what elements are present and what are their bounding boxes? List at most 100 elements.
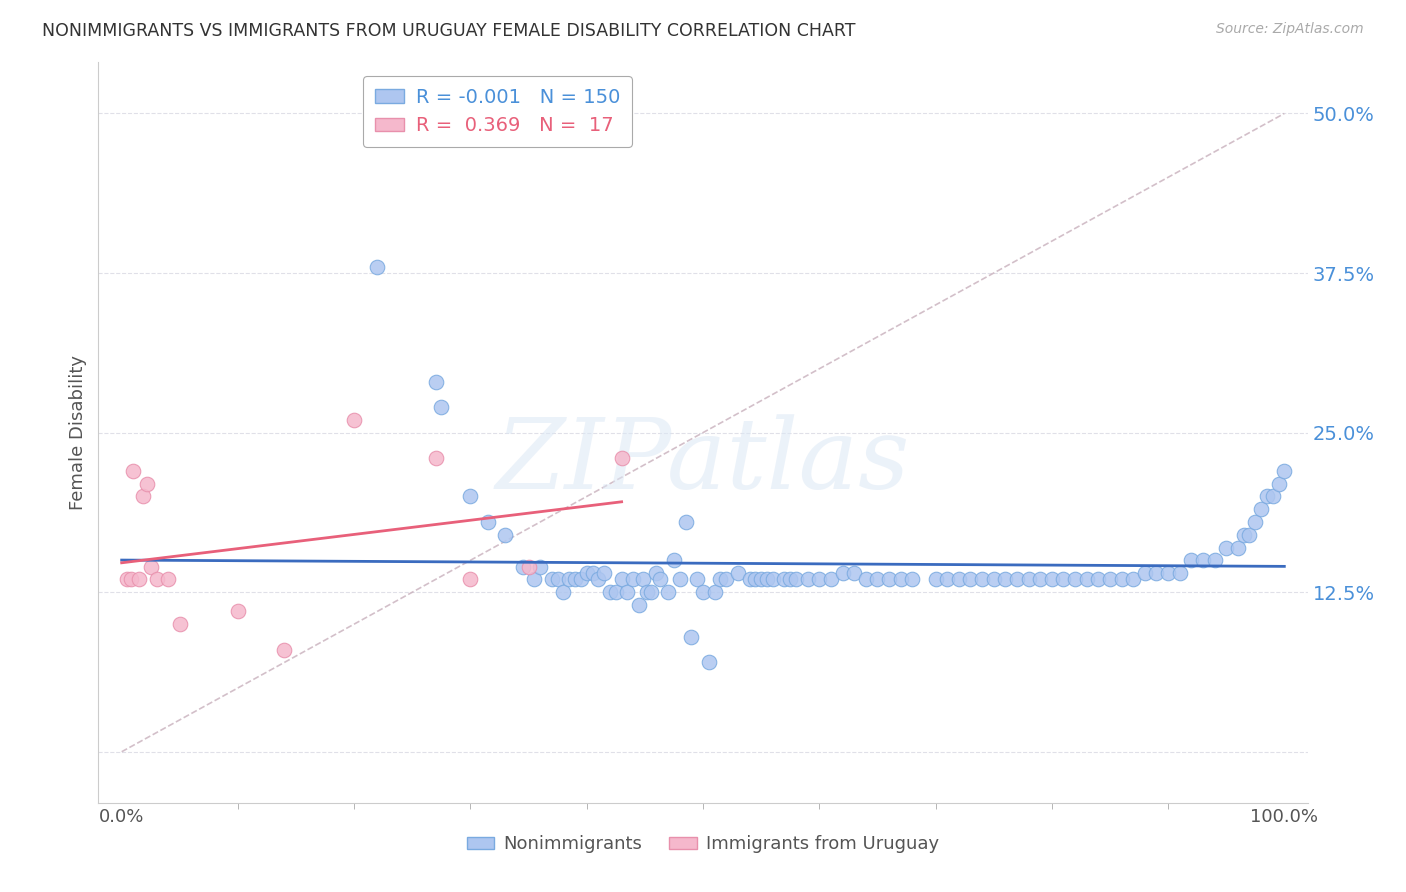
Point [273, 642, 295, 657]
Point [681, 630, 703, 644]
Text: Source: ZipAtlas.com: Source: ZipAtlas.com [1216, 22, 1364, 37]
Point [599, 585, 621, 599]
Point [1122, 573, 1144, 587]
Point [901, 573, 924, 587]
Point [749, 573, 772, 587]
Point [657, 585, 679, 599]
Point [117, 573, 139, 587]
Point [169, 617, 191, 632]
Point [662, 553, 685, 567]
Point [1040, 573, 1063, 587]
Point [709, 573, 731, 587]
Point [959, 573, 981, 587]
Point [831, 566, 853, 580]
Point [668, 573, 690, 587]
Point [994, 573, 1017, 587]
Point [1256, 490, 1278, 504]
Point [855, 573, 877, 587]
Point [808, 573, 831, 587]
Point [1168, 566, 1191, 580]
Point [1144, 566, 1167, 580]
Point [540, 573, 562, 587]
Point [430, 400, 453, 414]
Point [648, 573, 671, 587]
Point [716, 573, 738, 587]
Point [547, 573, 569, 587]
Point [593, 566, 616, 580]
Point [924, 573, 946, 587]
Point [628, 598, 651, 612]
Point [1087, 573, 1109, 587]
Point [1076, 573, 1098, 587]
Point [727, 566, 749, 580]
Point [343, 413, 366, 427]
Point [1029, 573, 1052, 587]
Point [575, 566, 598, 580]
Point [970, 573, 993, 587]
Point [120, 573, 142, 587]
Point [553, 585, 575, 599]
Point [692, 585, 714, 599]
Point [1098, 573, 1121, 587]
Point [948, 573, 970, 587]
Point [877, 573, 900, 587]
Point [762, 573, 785, 587]
Point [675, 515, 697, 529]
Point [131, 490, 153, 504]
Point [645, 566, 668, 580]
Point [779, 573, 801, 587]
Point [1267, 476, 1289, 491]
Point [844, 566, 866, 580]
Legend: Nonimmigrants, Immigrants from Uruguay: Nonimmigrants, Immigrants from Uruguay [460, 828, 946, 861]
Point [157, 573, 180, 587]
Point [1157, 566, 1180, 580]
Point [1239, 527, 1261, 541]
Point [588, 573, 610, 587]
Point [697, 656, 720, 670]
Point [581, 566, 603, 580]
Point [477, 515, 499, 529]
Point [558, 573, 581, 587]
Point [640, 585, 662, 599]
Point [636, 585, 658, 599]
Point [1180, 553, 1202, 567]
Point [1272, 464, 1295, 478]
Point [785, 573, 807, 587]
Point [1064, 573, 1087, 587]
Point [1215, 541, 1237, 555]
Point [796, 573, 818, 587]
Text: ZIPatlas: ZIPatlas [496, 415, 910, 510]
Point [983, 573, 1005, 587]
Point [460, 490, 482, 504]
Point [936, 573, 959, 587]
Text: NONIMMIGRANTS VS IMMIGRANTS FROM URUGUAY FEMALE DISABILITY CORRELATION CHART: NONIMMIGRANTS VS IMMIGRANTS FROM URUGUAY… [42, 22, 856, 40]
Point [744, 573, 766, 587]
Point [773, 573, 796, 587]
Point [1018, 573, 1040, 587]
Point [523, 573, 546, 587]
Point [122, 464, 145, 478]
Point [820, 573, 842, 587]
Point [460, 573, 482, 587]
Point [616, 585, 638, 599]
Point [610, 573, 633, 587]
Point [366, 260, 388, 274]
Point [1111, 573, 1133, 587]
Point [755, 573, 778, 587]
Point [686, 573, 709, 587]
Point [1233, 527, 1256, 541]
Point [1250, 502, 1272, 516]
Point [1192, 553, 1215, 567]
Point [494, 527, 516, 541]
Point [226, 604, 249, 618]
Point [425, 451, 447, 466]
Point [1005, 573, 1028, 587]
Point [512, 559, 534, 574]
Point [139, 559, 162, 574]
Point [128, 573, 150, 587]
Point [1133, 566, 1156, 580]
Point [136, 476, 159, 491]
Point [890, 573, 912, 587]
Point [866, 573, 889, 587]
Y-axis label: Female Disability: Female Disability [69, 355, 87, 510]
